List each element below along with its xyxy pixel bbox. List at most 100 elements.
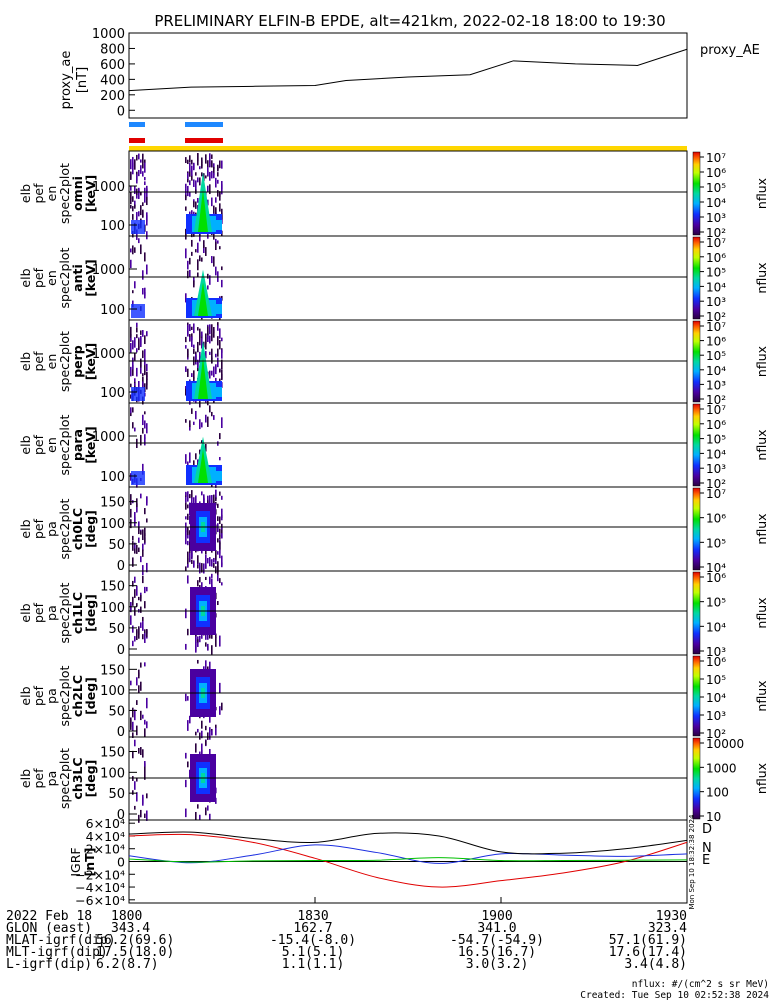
spectrogram-pixel: [211, 495, 213, 505]
proxy-ae-ytick-label: 600: [100, 58, 125, 73]
ylabel-line: [deg]: [83, 510, 98, 548]
spectrogram-pixel: [191, 497, 193, 507]
spectrogram-pixel: [209, 661, 211, 671]
spectrogram-pixel: [217, 503, 219, 508]
spectrogram-pixel: [144, 411, 146, 415]
spectrogram-pixel: [209, 370, 211, 379]
ytick-label: 1000: [92, 263, 125, 278]
spectrogram-pixel: [130, 407, 132, 414]
spectrogram-pixel: [201, 582, 203, 589]
spectrogram-pixel: [195, 811, 197, 820]
spectrogram-pixel: [185, 419, 187, 423]
spectrogram-pixel: [201, 563, 203, 573]
spectrogram-pixel: [205, 725, 207, 731]
colorbar-tick-label: 10⁴: [706, 561, 726, 575]
ylabel-line: spec2plot: [57, 748, 72, 809]
spectrogram-pixel: [219, 534, 221, 540]
red-bar-2: [185, 138, 223, 143]
spectrogram-pixel: [142, 171, 144, 177]
spectrogram-pixel: [209, 275, 211, 285]
ylabel-line: [deg]: [83, 594, 98, 632]
spectrogram-pixel: [140, 434, 142, 446]
spectrogram-pixel: [146, 586, 148, 592]
spectrogram-pixel: [219, 457, 221, 461]
ytick-label: 50: [108, 787, 125, 802]
spectrogram-pixel: [209, 716, 211, 723]
elb_pef_en_spec2plot_omni-panel: 1000100elbpefenspec2plotomni[keV]10⁷10⁶1…: [18, 150, 769, 242]
ytick-label: 150: [100, 496, 125, 511]
ylabel-line: [keV]: [83, 426, 98, 464]
spectrogram-pixel: [142, 575, 144, 584]
spectrogram-pixel: [199, 732, 201, 740]
spectrogram-pixel: [187, 551, 189, 563]
footer-value: -15.4(-8.0): [270, 933, 356, 948]
spectrogram-pixel: [130, 159, 132, 170]
spectrogram-pixel: [209, 184, 211, 195]
spectrogram-pixel: [130, 191, 132, 200]
footer-row-label: MLAT-igrf(dip): [6, 933, 116, 948]
spectrogram-pixel: [217, 336, 219, 346]
spectrogram-pixel: [187, 348, 189, 358]
spectrogram-pixel: [140, 681, 142, 691]
spectrogram-pixel: [219, 328, 221, 339]
spectrogram-pixel: [203, 173, 205, 182]
spectrogram-pixel: [130, 508, 132, 518]
spectrogram-pixel: [199, 328, 201, 335]
spectrogram-pixel: [197, 327, 199, 331]
spectrogram-pixel: [136, 367, 138, 377]
footer-value: 56.2(69.6): [96, 933, 174, 948]
colorbar-tick-label: 10⁵: [706, 349, 726, 363]
colorbar-label: nflux: [754, 763, 769, 794]
spectrogram-pixel: [138, 547, 140, 553]
igrf-ytick-label: 4×10⁴: [86, 829, 125, 844]
spectrogram-pixel: [215, 566, 217, 574]
spectrogram-pixel: [191, 159, 193, 165]
footer-value: 17.5(18.0): [96, 945, 174, 960]
spectrogram-pixel: [221, 495, 223, 500]
spectrogram-pixel: [138, 685, 140, 694]
spectrogram-pixel: [142, 796, 144, 804]
spectrogram-pixel: [213, 229, 215, 240]
spectrogram-pixel: [197, 272, 199, 277]
ylabel-line: spec2plot: [57, 414, 72, 475]
spectrogram-pixel: [138, 381, 140, 390]
spectrogram-pixel: [221, 279, 223, 288]
spectrogram-pixel: [193, 201, 195, 208]
spectrogram-pixel: [185, 388, 187, 396]
spectrogram-pixel: [187, 558, 189, 568]
spectrogram-pixel: [134, 805, 136, 810]
spectrogram-pixel: [146, 518, 148, 523]
spectrogram-pixel: [217, 240, 219, 244]
spectrogram-pixel: [217, 574, 219, 582]
spectrogram-pixel: [144, 287, 146, 299]
spectrogram-pixel: [217, 348, 219, 357]
spectrogram-pixel: [193, 370, 195, 379]
spectrogram-pixel: [140, 710, 142, 721]
spectrogram-pixel: [213, 205, 215, 215]
spectrogram-pixel: [219, 516, 221, 524]
spectrogram-pixel: [130, 197, 132, 205]
ylabel-line: spec2plot: [57, 665, 72, 726]
footer-value: 323.4: [648, 921, 687, 936]
spectrogram-pixel: [140, 330, 142, 335]
footer-value: -54.7(-54.9): [450, 933, 544, 948]
ylabel-line: elb: [18, 435, 33, 454]
spectrogram-pixel: [189, 532, 191, 542]
spectrogram-pixel: [187, 527, 189, 535]
spectrogram-pixel: [219, 203, 221, 212]
spectrogram-pixel: [213, 563, 215, 568]
spectrogram-pixel: [140, 360, 142, 368]
spectrogram-pixel: [146, 793, 148, 799]
spectrogram-pixel: [130, 412, 132, 417]
spectrogram-pixel: [130, 259, 132, 269]
spectrogram-pixel: [197, 564, 199, 569]
spectrogram-pixel: [201, 172, 203, 177]
spectrogram-pixel: [189, 507, 191, 516]
spectrogram-pixel: [201, 422, 203, 428]
ylabel-line: para: [70, 429, 85, 461]
spectrogram-pixel: [187, 368, 189, 377]
spectrogram-pixel: [134, 589, 136, 598]
